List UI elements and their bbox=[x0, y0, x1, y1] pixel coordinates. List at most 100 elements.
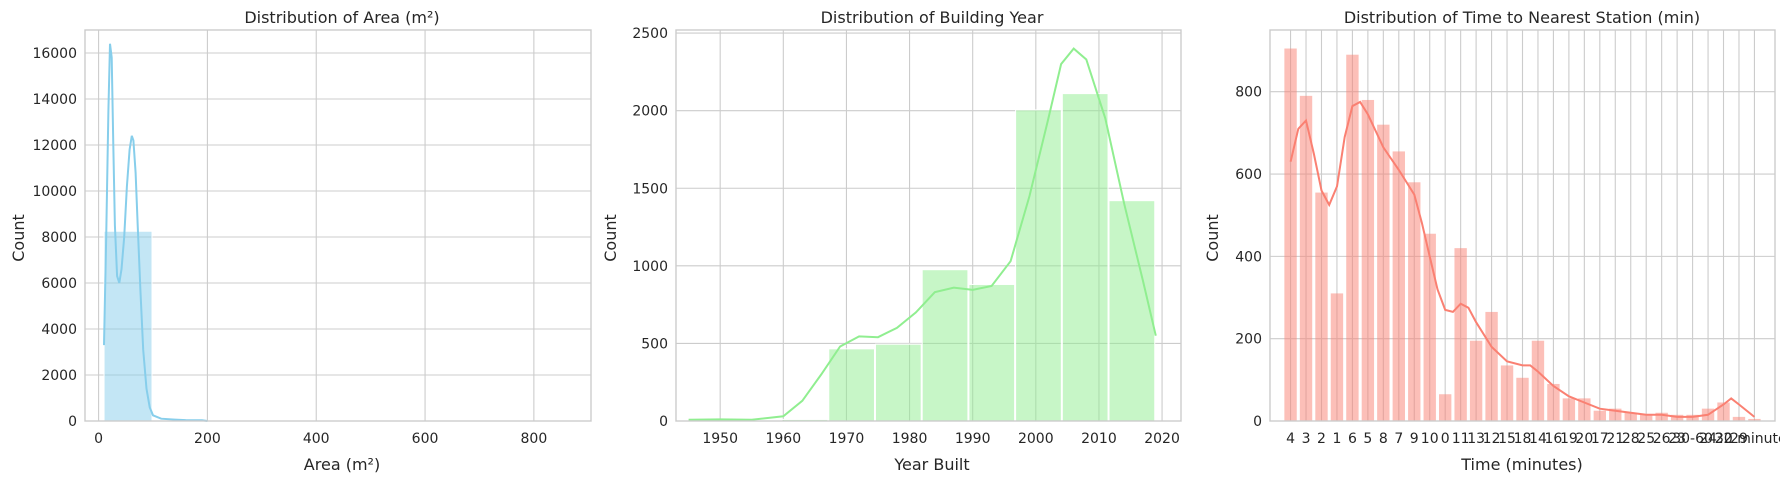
time-xtick-label: 13 bbox=[1467, 431, 1485, 447]
time-xtick-label: 20 bbox=[1575, 431, 1593, 447]
time-bar bbox=[1284, 48, 1297, 421]
building-year-histogram-panel: Distribution of Building Year Year Built… bbox=[601, 8, 1182, 474]
time-xtick-label: 15 bbox=[1498, 431, 1516, 447]
area-xtick-label: 400 bbox=[303, 431, 330, 447]
time-xtick-label: 30 minutes bbox=[1715, 431, 1780, 447]
time-xtick-label: 4 bbox=[1286, 431, 1295, 447]
time-bar bbox=[1469, 340, 1483, 421]
time-ytick-label: 800 bbox=[1235, 85, 1262, 101]
time-xtick-label: 3 bbox=[1302, 431, 1311, 447]
area-ytick-label: 4000 bbox=[41, 322, 77, 338]
time-xtick-label: 11 bbox=[1452, 431, 1470, 447]
year-xtick-label: 1970 bbox=[829, 431, 865, 447]
time-xtick-label: 17 bbox=[1591, 431, 1609, 447]
time-bar bbox=[1346, 54, 1359, 422]
time-bar bbox=[1640, 414, 1653, 421]
area-ytick-label: 8000 bbox=[41, 230, 77, 246]
time-xtick-label: 7 bbox=[1394, 431, 1403, 447]
time-xtick-label: 25 bbox=[1637, 431, 1655, 447]
area-xtick-label: 800 bbox=[521, 431, 548, 447]
year-xtick-label: 2000 bbox=[1018, 431, 1054, 447]
time-ytick-label: 600 bbox=[1235, 167, 1262, 183]
area-ytick-label: 0 bbox=[68, 414, 77, 430]
area-plot-frame bbox=[84, 29, 592, 422]
area-xtick-label: 0 bbox=[94, 431, 103, 447]
area-xtick-label: 600 bbox=[412, 431, 439, 447]
time-bar bbox=[1624, 412, 1637, 421]
time-bar bbox=[1655, 412, 1668, 421]
year-xtick-label: 1960 bbox=[765, 431, 801, 447]
year-xtick-label: 1990 bbox=[955, 431, 991, 447]
time-xtick-label: 30-60 bbox=[1672, 431, 1713, 447]
time-bar bbox=[1485, 311, 1498, 421]
time-xtick-label: 21 bbox=[1606, 431, 1624, 447]
time-bar bbox=[1516, 377, 1529, 421]
time-bar bbox=[1500, 365, 1514, 421]
year-chart-ylabel: Count bbox=[601, 214, 620, 262]
year-plot-frame bbox=[675, 29, 1182, 422]
year-bar bbox=[1061, 93, 1109, 422]
area-chart-xlabel: Area (m²) bbox=[304, 455, 380, 474]
area-kde-line bbox=[103, 43, 208, 422]
area-chart-title: Distribution of Area (m²) bbox=[244, 8, 439, 27]
time-bar bbox=[1392, 151, 1405, 422]
year-xtick-label: 1950 bbox=[702, 431, 738, 447]
time-bar bbox=[1408, 182, 1421, 421]
time-bar bbox=[1299, 95, 1313, 421]
time-xtick-label: 16 bbox=[1545, 431, 1563, 447]
time-xtick-label: 14 bbox=[1529, 431, 1547, 447]
year-xtick-label: 2010 bbox=[1081, 431, 1117, 447]
time-xtick-label: 23 bbox=[1668, 431, 1686, 447]
year-bar bbox=[828, 348, 875, 422]
time-xtick-label: 28 bbox=[1622, 431, 1640, 447]
area-histogram-panel: Distribution of Area (m²) Area (m²) Coun… bbox=[9, 8, 592, 474]
time-xtick-label: 19 bbox=[1560, 431, 1578, 447]
time-bar bbox=[1562, 398, 1576, 421]
time-bar bbox=[1361, 99, 1375, 422]
year-ytick-label: 2000 bbox=[632, 104, 668, 120]
time-chart-xlabel: Time (minutes) bbox=[1460, 455, 1583, 474]
time-chart-ylabel: Count bbox=[1203, 214, 1222, 262]
area-ytick-label: 14000 bbox=[32, 92, 77, 108]
time-bar bbox=[1330, 293, 1344, 421]
time-bar bbox=[1377, 124, 1390, 422]
time-ytick-label: 200 bbox=[1235, 332, 1262, 348]
area-ytick-label: 12000 bbox=[32, 138, 77, 154]
area-ytick-label: 10000 bbox=[32, 184, 77, 200]
time-bar bbox=[1670, 414, 1684, 421]
station-time-histogram-panel: Distribution of Time to Nearest Station … bbox=[1203, 8, 1780, 474]
time-xtick-label: 18 bbox=[1514, 431, 1532, 447]
time-xtick-label: 24 bbox=[1699, 431, 1717, 447]
year-bar bbox=[968, 283, 1016, 422]
time-plot-frame bbox=[1269, 29, 1776, 422]
time-bar bbox=[1593, 410, 1606, 421]
time-xtick-label: 5 bbox=[1363, 431, 1372, 447]
year-ytick-label: 1500 bbox=[632, 181, 668, 197]
time-bar bbox=[1748, 418, 1761, 421]
year-ytick-label: 500 bbox=[641, 336, 668, 352]
area-chart-ylabel: Count bbox=[9, 214, 28, 262]
time-xtick-label: 26 bbox=[1653, 431, 1671, 447]
time-bar bbox=[1423, 233, 1436, 421]
time-kde-line bbox=[1289, 100, 1756, 418]
area-bar bbox=[103, 230, 153, 422]
time-xtick-label: 8 bbox=[1379, 431, 1388, 447]
year-bar bbox=[921, 269, 969, 422]
year-ytick-label: 1000 bbox=[632, 259, 668, 275]
year-ytick-label: 0 bbox=[659, 414, 668, 430]
time-xtick-label: 10 bbox=[1421, 431, 1439, 447]
time-xtick-label: 6 bbox=[1348, 431, 1357, 447]
time-bar bbox=[1439, 394, 1452, 421]
time-bar bbox=[1547, 383, 1560, 421]
year-chart-xlabel: Year Built bbox=[893, 455, 969, 474]
time-ytick-label: 400 bbox=[1235, 249, 1262, 265]
time-xtick-label: 22 bbox=[1715, 431, 1733, 447]
time-xtick-label: 2 bbox=[1317, 431, 1326, 447]
time-bar bbox=[1531, 340, 1545, 421]
area-ytick-label: 2000 bbox=[41, 368, 77, 384]
year-xtick-label: 1980 bbox=[892, 431, 928, 447]
time-bar bbox=[1454, 248, 1467, 421]
time-ytick-label: 0 bbox=[1253, 414, 1262, 430]
year-bar bbox=[874, 343, 922, 422]
area-ytick-label: 6000 bbox=[41, 276, 77, 292]
